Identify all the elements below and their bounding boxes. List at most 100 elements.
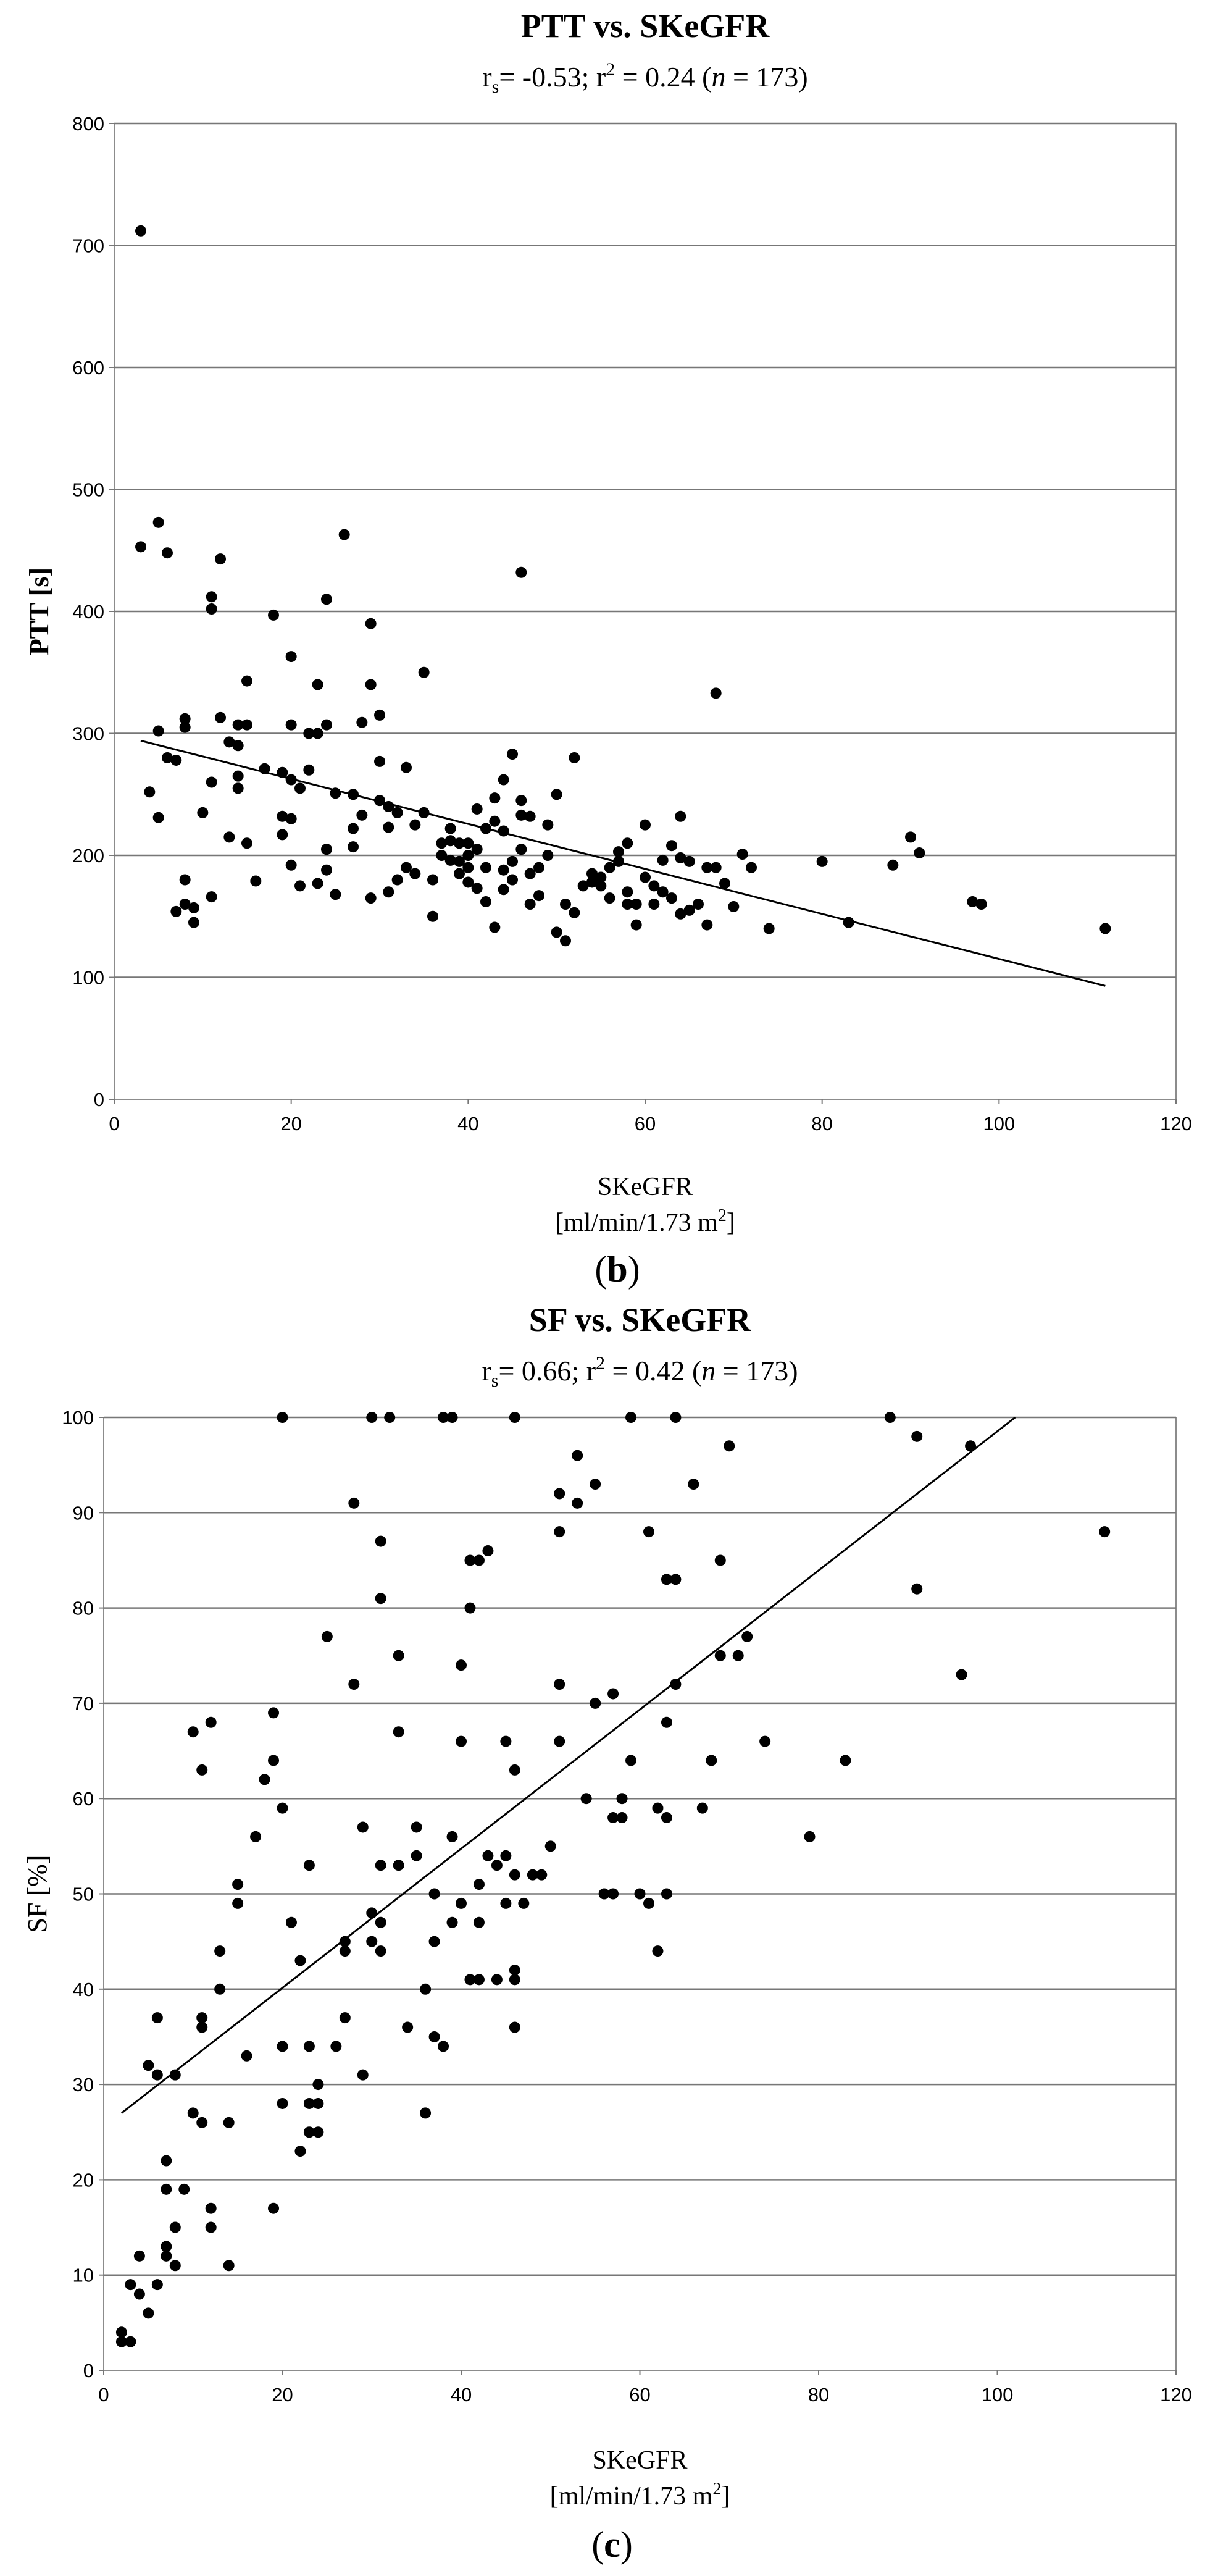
data-point <box>640 871 651 883</box>
data-point <box>206 591 217 603</box>
data-point <box>444 835 456 847</box>
data-point <box>598 1888 610 1900</box>
data-point <box>178 2183 190 2195</box>
data-point <box>151 2012 163 2024</box>
data-point <box>661 1716 672 1728</box>
stats-r2-value: = 0.24 ( <box>615 61 711 93</box>
y-tick-label: 300 <box>72 723 104 745</box>
data-point <box>884 1412 896 1423</box>
data-point <box>464 1602 476 1614</box>
data-point <box>152 516 164 528</box>
data-point <box>285 1916 297 1928</box>
data-point <box>223 2260 235 2272</box>
data-point <box>285 859 297 871</box>
data-point <box>312 679 323 690</box>
data-point <box>446 1412 458 1423</box>
data-point <box>196 2117 208 2128</box>
data-point <box>616 1812 628 1824</box>
data-point <box>374 709 385 721</box>
data-point <box>135 225 146 237</box>
data-point <box>607 1812 619 1824</box>
data-point <box>446 1831 458 1842</box>
data-point <box>515 809 527 821</box>
data-point <box>393 1650 404 1661</box>
data-point <box>728 900 740 912</box>
data-point <box>393 1726 404 1738</box>
data-point <box>643 1897 654 1909</box>
data-point <box>143 2307 154 2319</box>
data-point <box>580 1793 592 1805</box>
data-point <box>401 761 412 773</box>
data-point <box>162 547 173 559</box>
data-point <box>590 1697 601 1709</box>
data-point <box>643 1526 654 1538</box>
data-point <box>277 2041 288 2052</box>
data-point <box>418 666 430 678</box>
data-point <box>321 864 332 876</box>
data-point <box>560 935 571 947</box>
data-point <box>427 910 438 922</box>
data-point <box>657 886 669 898</box>
data-point <box>330 889 341 900</box>
data-point <box>625 1755 637 1766</box>
data-point <box>706 1755 717 1766</box>
data-point <box>420 2107 432 2119</box>
data-point <box>670 1679 682 1690</box>
data-point <box>402 2021 414 2033</box>
data-point <box>169 2221 181 2233</box>
data-point <box>312 2097 324 2109</box>
data-point <box>409 868 421 879</box>
x-tick-label: 40 <box>457 1113 478 1135</box>
data-point <box>223 831 235 843</box>
y-tick-label: 90 <box>73 1502 94 1524</box>
data-point <box>630 899 642 910</box>
stats-n: n <box>701 1355 716 1387</box>
data-point <box>724 1440 735 1452</box>
data-point <box>366 1907 378 1919</box>
data-point <box>232 1879 244 1890</box>
chart-title: SF vs. SKeGFR <box>529 1301 752 1338</box>
y-tick-label: 400 <box>72 601 104 623</box>
data-point <box>500 1897 512 1909</box>
data-point <box>391 874 403 886</box>
data-point <box>303 728 315 739</box>
data-point <box>115 2326 127 2338</box>
y-tick-label: 0 <box>94 1089 104 1110</box>
data-point <box>887 859 899 871</box>
data-point <box>840 1755 851 1766</box>
data-point <box>232 719 244 731</box>
data-point <box>250 1831 262 1842</box>
data-point <box>356 716 368 728</box>
data-point <box>572 1450 583 1461</box>
x-tick-label: 80 <box>811 1113 832 1135</box>
y-tick-label: 20 <box>73 2169 94 2191</box>
data-point <box>746 862 757 873</box>
panel-paren: ( <box>595 1249 607 1290</box>
data-point <box>303 2097 315 2109</box>
x-axis-title: SKeGFR <box>592 2446 687 2475</box>
data-point <box>188 902 199 913</box>
data-point <box>533 862 544 873</box>
data-point <box>491 1860 503 1871</box>
data-point <box>162 752 173 763</box>
data-point <box>473 1554 485 1566</box>
y-tick-label: 100 <box>62 1407 94 1429</box>
data-point <box>489 815 501 827</box>
data-point <box>688 1479 699 1490</box>
data-point <box>586 876 598 888</box>
data-point <box>277 810 288 822</box>
data-point <box>241 675 252 687</box>
x-unit-close: ] <box>721 2482 730 2511</box>
y-axis-title: SF [%] <box>22 1855 52 1933</box>
data-point <box>590 1479 601 1490</box>
data-point <box>436 850 448 861</box>
data-point <box>321 1630 333 1642</box>
data-point <box>634 1888 646 1900</box>
data-point <box>383 886 394 898</box>
data-point <box>277 829 288 841</box>
stats-sup: 2 <box>606 59 615 80</box>
data-point <box>622 837 633 849</box>
data-point <box>232 1897 244 1909</box>
